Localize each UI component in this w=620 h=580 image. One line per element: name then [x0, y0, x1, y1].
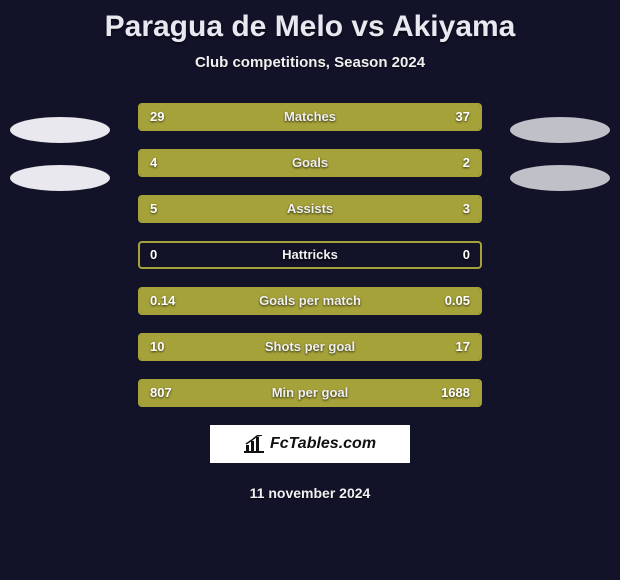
site-badge[interactable]: FcTables.com — [210, 425, 410, 463]
chart-icon — [244, 435, 264, 453]
footer-date: 11 november 2024 — [0, 485, 620, 501]
stat-label: Goals per match — [140, 289, 480, 313]
stat-row: 42Goals — [138, 149, 482, 177]
stat-label: Min per goal — [140, 381, 480, 405]
stat-bars: 2937Matches 42Goals 53Assists 00Hattricks 0.… — [138, 103, 482, 407]
stat-label: Matches — [140, 105, 480, 129]
stat-row: 8071688Min per goal — [138, 379, 482, 407]
stat-label: Shots per goal — [140, 335, 480, 359]
stat-row: 2937Matches — [138, 103, 482, 131]
stat-row: 1017Shots per goal — [138, 333, 482, 361]
avatar-placeholder — [10, 117, 110, 143]
player-right-avatars — [500, 103, 620, 213]
avatar-placeholder — [510, 165, 610, 191]
stat-label: Goals — [140, 151, 480, 175]
stat-row: 00Hattricks — [138, 241, 482, 269]
stat-label: Hattricks — [140, 243, 480, 267]
page-title: Paragua de Melo vs Akiyama — [0, 0, 620, 44]
page-subtitle: Club competitions, Season 2024 — [0, 54, 620, 71]
avatar-placeholder — [510, 117, 610, 143]
stat-row: 53Assists — [138, 195, 482, 223]
comparison-stage: 2937Matches 42Goals 53Assists 00Hattricks 0.… — [0, 103, 620, 407]
avatar-placeholder — [10, 165, 110, 191]
stat-row: 0.140.05Goals per match — [138, 287, 482, 315]
site-badge-text: FcTables.com — [270, 435, 376, 453]
stat-label: Assists — [140, 197, 480, 221]
player-left-avatars — [0, 103, 120, 213]
